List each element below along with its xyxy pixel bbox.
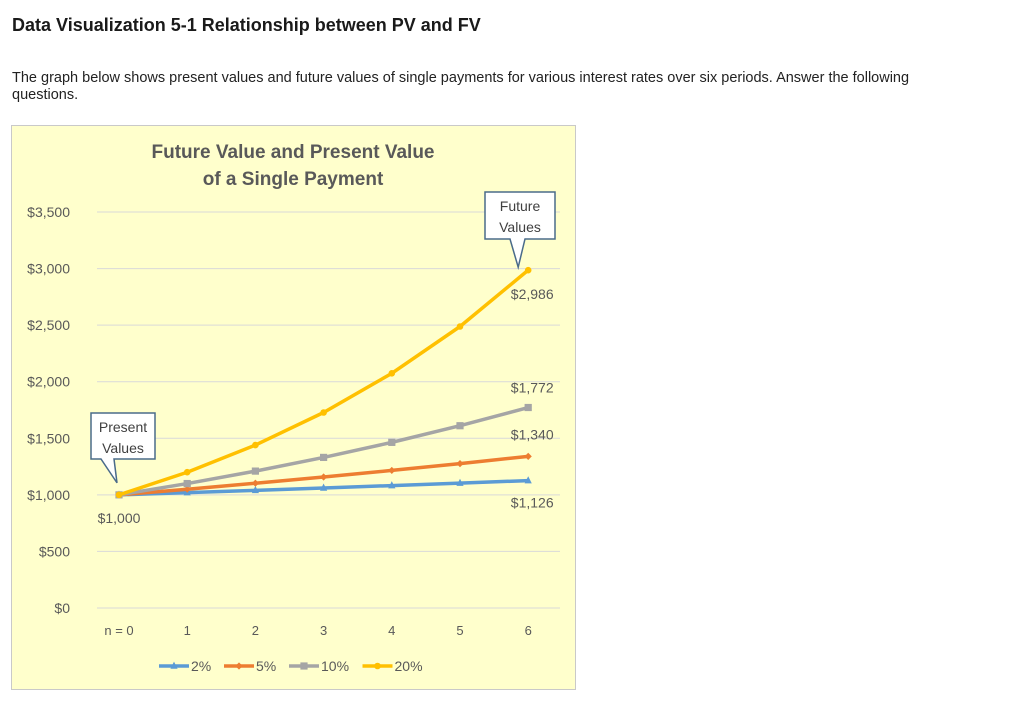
data-point: [251, 479, 259, 487]
data-point: [183, 468, 191, 476]
chart-container: $0 $500 $1,000 $1,500 $2,000 $2,500 $3,000 $3,5…: [11, 125, 576, 690]
data-point: [388, 481, 396, 489]
callout-present-values: Present Values: [90, 412, 156, 484]
y-tick-label: $500: [39, 543, 70, 559]
data-point: [183, 479, 191, 488]
data-point: [320, 473, 328, 481]
callout-text: Future: [500, 198, 541, 214]
legend-item-5pct: 5%: [224, 658, 276, 674]
x-tick-label: 6: [525, 623, 532, 638]
callout-text: Present: [99, 419, 147, 435]
callout-box: [90, 412, 156, 484]
data-point: [456, 323, 464, 330]
x-tick-label: 2: [252, 623, 259, 638]
data-point: [456, 422, 464, 430]
x-tick-label: 5: [456, 623, 463, 638]
x-tick-label: n = 0: [104, 623, 133, 638]
data-point: [251, 485, 259, 494]
data-point: [183, 485, 191, 493]
data-point: [524, 403, 532, 412]
data-label: $2,986: [511, 286, 554, 302]
data-point: [320, 483, 328, 491]
data-label: $1,000: [98, 510, 141, 526]
legend-item-20pct: 20%: [362, 658, 423, 674]
x-axis-ticks: n = 0 1 2 3 4 5 6: [104, 623, 531, 638]
data-point: [456, 460, 464, 468]
data-point: [524, 266, 532, 274]
y-tick-label: $2,000: [27, 374, 70, 390]
legend-marker: [170, 661, 178, 669]
legend-marker: [235, 662, 243, 670]
y-tick-label: $3,000: [27, 261, 70, 277]
data-label: $1,340: [511, 426, 554, 442]
y-tick-label: $0: [54, 600, 70, 616]
data-point: [524, 452, 532, 460]
data-point: [524, 476, 532, 484]
callouts: Present Values Future Values: [90, 191, 556, 484]
legend-marker: [374, 662, 381, 670]
series-group: [115, 266, 532, 499]
data-point: [388, 438, 396, 446]
data-label: $1,772: [511, 380, 554, 396]
data-point: [115, 491, 123, 499]
y-tick-label: $1,500: [27, 430, 70, 446]
data-point: [320, 453, 328, 462]
legend: 2% 5% 10% 20%: [159, 658, 423, 674]
legend-label: 10%: [321, 658, 349, 674]
data-label: $1,126: [511, 495, 554, 511]
data-point: [456, 478, 464, 486]
series-20pct: [115, 266, 532, 499]
callout-box: [484, 191, 556, 271]
callout-text: Values: [499, 219, 541, 235]
x-tick-label: 4: [388, 623, 395, 638]
data-point: [251, 467, 259, 475]
data-point: [320, 409, 327, 416]
legend-item-10pct: 10%: [289, 658, 349, 674]
chart-title-line-2: of a Single Payment: [203, 169, 384, 190]
callout-future-values: Future Values: [484, 191, 556, 271]
y-axis-ticks: $0 $500 $1,000 $1,500 $2,000 $2,500 $3,000 $3,5…: [27, 204, 70, 616]
data-point: [388, 370, 396, 377]
chart-title-line-1: Future Value and Present Value: [152, 142, 435, 163]
data-point: [252, 441, 259, 449]
series-5pct: [115, 452, 532, 499]
x-tick-label: 1: [184, 623, 191, 638]
callout-text: Values: [102, 440, 144, 456]
y-tick-label: $2,500: [27, 317, 70, 333]
y-tick-label: $1,000: [27, 487, 70, 503]
intro-paragraph: The graph below shows present values and…: [12, 70, 910, 103]
legend-label: 2%: [191, 658, 211, 674]
legend-label: 5%: [256, 658, 276, 674]
legend-marker: [300, 662, 308, 670]
page-heading: Data Visualization 5-1 Relationship betw…: [12, 15, 481, 35]
data-labels: $1,000 $2,986 $1,772 $1,340 $1,126: [98, 286, 554, 526]
legend-label: 20%: [395, 658, 423, 674]
legend-item-2pct: 2%: [159, 658, 211, 674]
gridlines: [97, 211, 560, 609]
x-tick-label: 3: [320, 623, 327, 638]
data-point: [388, 466, 396, 475]
pv-fv-line-chart: $0 $500 $1,000 $1,500 $2,000 $2,500 $3,000 $3,5…: [27, 142, 560, 674]
y-tick-label: $3,500: [27, 204, 70, 220]
